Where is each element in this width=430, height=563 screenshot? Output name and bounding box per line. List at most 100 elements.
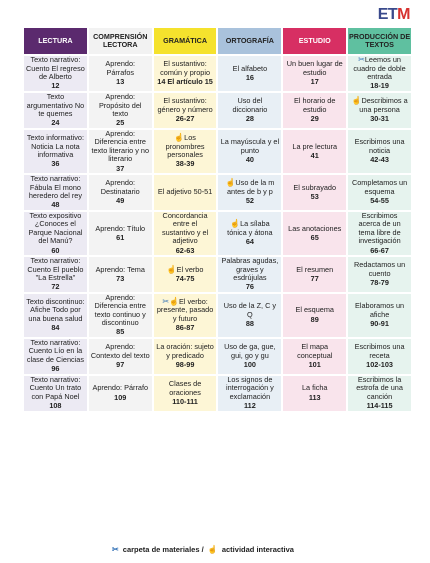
table-cell: Texto narrativo: Cuento El pueblo "La Es…	[24, 256, 87, 292]
cell-text: Aprendo: Párrafos	[105, 59, 136, 77]
page-number: 49	[116, 196, 125, 206]
cell-text: Los signos de interrogación y exclamació…	[225, 375, 274, 401]
cell-text: El sustantivo: género y número	[157, 96, 213, 114]
page-number: 102-103	[366, 360, 393, 370]
page-number: 90-91	[370, 319, 389, 329]
table-cell: La mayúscula y el punto 40	[218, 130, 282, 173]
cell-text: Aprendo: Título	[95, 223, 146, 233]
cell-text: Texto narrativo: Cuento El pueblo "La Es…	[27, 256, 84, 282]
table-cell: Redactamos un cuento 78-79	[348, 256, 411, 292]
page-number: 53	[310, 191, 319, 201]
hand-icon: ☝	[169, 297, 179, 307]
scissors-icon: ✂	[358, 55, 365, 65]
page-number: 88	[245, 319, 254, 329]
page-number: 13	[116, 77, 125, 87]
cell-text: Completamos un esquema	[351, 178, 408, 196]
page-number: 84	[51, 323, 60, 333]
legend-interactive-label: actividad interactiva	[221, 545, 294, 554]
page-number: 60	[51, 245, 60, 255]
table-row: Texto discontinuo: Afiche Todo por una b…	[24, 292, 411, 337]
header-comprension: COMPRENSIÓN LECTORA	[88, 28, 152, 54]
cell-text: Aprendo: Diferencia entre texto literari…	[91, 129, 150, 164]
table-cell: El subrayado 53	[283, 174, 347, 210]
table-cell: Elaboramos un afiche 90-91	[348, 293, 411, 337]
hand-icon: ☝	[351, 96, 362, 106]
cell-text: Las anotaciones	[288, 223, 342, 233]
header-lectura: LECTURA	[24, 28, 87, 54]
cell-text: Aprendo: Destinatario	[100, 178, 140, 196]
page-number: 30-31	[370, 114, 389, 124]
cell-text: Escribimos una noticia	[354, 137, 405, 155]
header-produccion: PRODUCCIÓN DE TEXTOS	[348, 28, 411, 54]
page-number: 86-87	[175, 323, 195, 333]
table-cell: ☝ Los pronombres personales 38-39	[153, 130, 217, 173]
page-number: 12	[51, 81, 60, 91]
table-cell: Aprendo: Propósito del texto 25	[88, 92, 152, 128]
cell-text: Aprendo: Tema	[95, 264, 145, 274]
page-number: 40	[245, 155, 254, 165]
table-cell: Uso de ga, gue, gui, go y gu 100	[218, 338, 282, 374]
cell-text: La sílaba tónica y átona	[227, 219, 273, 237]
cell-text: El esquema	[295, 305, 334, 315]
page-number: 41	[310, 150, 319, 160]
table-row: Texto narrativo: Cuento El pueblo "La Es…	[24, 256, 411, 292]
cell-text: Uso de ga, gue, gui, go y gu	[224, 342, 276, 360]
syllabus-table: LECTURA COMPRENSIÓN LECTORA GRAMÁTICA OR…	[22, 26, 413, 413]
cell-text: Texto argumentativo No te quemes	[26, 92, 85, 118]
page-number: 101	[308, 360, 321, 370]
cell-text: El sustantivo: común y propio	[160, 59, 211, 77]
page-number: 73	[116, 273, 125, 283]
table-cell: Uso de la Z, C y Q 88	[218, 293, 282, 337]
table-cell: Aprendo: Tema 73	[88, 256, 152, 292]
table-body: Texto narrativo: Cuento El regreso de Al…	[24, 56, 411, 411]
page-number: 96	[51, 364, 60, 374]
cell-text: Escribimos la estrofa de una canción	[356, 375, 403, 401]
page-number: 109	[114, 392, 127, 402]
page-number: 62-63	[175, 245, 195, 255]
page-number: 65	[310, 232, 319, 242]
scissors-icon: ✂	[112, 545, 119, 555]
page-number: 89	[310, 314, 319, 324]
page-number: 61	[116, 232, 125, 242]
page-number: 97	[116, 360, 125, 370]
page-number: 29	[310, 114, 319, 124]
cell-text: Clases de oraciones	[168, 379, 202, 397]
page-number: 112	[244, 401, 256, 411]
cell-text: Uso de la Z, C y Q	[223, 301, 277, 319]
table-cell: El sustantivo: común y propio 14 El artíc…	[153, 56, 217, 91]
table-row: Texto argumentativo No te quemes 24 Aprend…	[24, 93, 411, 128]
cell-text: Aprendo: Diferencia entre texto continuo…	[94, 292, 146, 328]
cell-text: Texto expositivo ¿Conoces el Parque Naci…	[28, 210, 83, 246]
cell-text: Palabras agudas, graves y esdrújulas	[221, 256, 279, 282]
cell-text: Describimos a una persona	[359, 96, 408, 114]
cell-text: Los pronombres personales	[165, 133, 205, 159]
page-number: 38-39	[175, 159, 195, 169]
cell-text: Redactamos un cuento	[354, 260, 406, 278]
cell-text: La pre lectura	[292, 141, 338, 151]
table-row: Texto narrativo: Cuento Lío en la clase …	[24, 338, 411, 374]
scissors-icon: ✂	[162, 297, 170, 307]
page-number: 113	[308, 392, 321, 402]
page-number: 74-75	[175, 273, 195, 283]
cell-text: El horario de estudio	[294, 96, 336, 114]
table-cell: El mapa conceptual 101	[283, 338, 347, 374]
cell-text: Uso del diccionario	[232, 96, 268, 114]
table-cell: Uso del diccionario 28	[218, 93, 282, 128]
table-cell: El resumen 77	[283, 256, 347, 292]
cell-text: El adjetivo 50-51	[157, 187, 213, 197]
cell-text: Aprendo: Propósito del texto	[98, 92, 142, 118]
cell-text: Uso de la m antes de b y p	[226, 178, 275, 196]
page-number: 77	[310, 273, 319, 283]
table-cell: Texto narrativo: Cuento Un trato con Pap…	[24, 375, 87, 411]
table-cell: Aprendo: Párrafos 13	[88, 56, 152, 91]
cell-text: Aprendo: Párrafo	[92, 383, 149, 393]
page-number: 114-115	[366, 401, 393, 411]
page-number: 64	[245, 237, 254, 247]
hand-icon: ☝	[225, 178, 236, 188]
cell-text: El subrayado	[293, 182, 337, 192]
page-number: 66-67	[370, 245, 389, 255]
page-number: 26-27	[175, 114, 195, 124]
page-number: 25	[116, 118, 125, 128]
cell-text: Texto informativo: Noticia La nota infor…	[26, 133, 84, 159]
table-cell: Completamos un esquema 54-55	[348, 174, 411, 210]
